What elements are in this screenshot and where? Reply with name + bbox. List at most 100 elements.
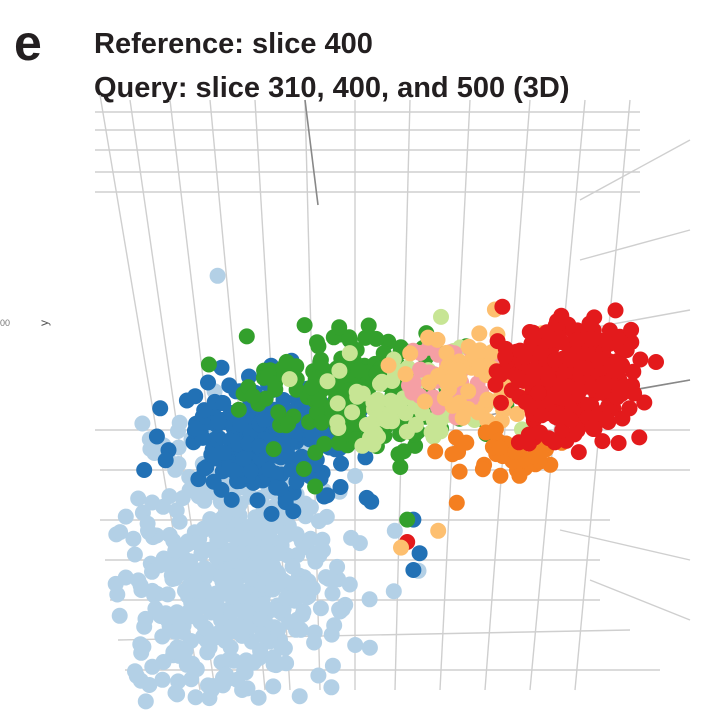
scatter-point-cluster-7: [595, 375, 612, 392]
scatter-point-cluster-0: [167, 623, 184, 640]
scatter-point-cluster-0: [229, 671, 246, 688]
scatter-point-cluster-7: [569, 380, 586, 397]
scatter-point-cluster-0: [171, 414, 188, 431]
scatter-point-cluster-0: [180, 608, 197, 625]
scatter-point-cluster-0: [199, 644, 216, 661]
scatter-point-cluster-0: [154, 671, 171, 688]
scatter-point-cluster-6: [427, 443, 444, 460]
scatter-point-cluster-0: [252, 642, 269, 659]
scatter-point-cluster-7: [516, 349, 533, 366]
scatter-point-cluster-0: [324, 657, 341, 674]
scatter-point-cluster-2: [312, 354, 329, 371]
scatter-point-outlier: [386, 522, 403, 539]
scatter-point-cluster-5: [402, 345, 419, 362]
scatter-point-cluster-1: [136, 462, 153, 478]
scatter-point-cluster-0: [154, 628, 171, 645]
grid-line: [579, 139, 691, 201]
scatter-point-cluster-1: [261, 461, 278, 478]
scatter-point-cluster-1: [332, 479, 349, 495]
scatter-point-cluster-7: [614, 357, 631, 374]
scatter-point-cluster-0: [209, 548, 226, 565]
scatter-point-cluster-7: [632, 351, 649, 368]
scatter-point-cluster-7: [533, 344, 550, 361]
scatter-point-cluster-0: [332, 603, 349, 620]
scatter-point-cluster-3: [369, 391, 386, 408]
scatter-point-cluster-5: [430, 367, 447, 384]
scatter-point-cluster-0: [296, 579, 313, 596]
scatter-point-cluster-0: [136, 618, 153, 635]
scatter-point-cluster-6: [458, 434, 475, 451]
scatter-point-cluster-6: [492, 467, 509, 484]
scatter-point-cluster-0: [209, 267, 226, 284]
scatter-point-cluster-0: [276, 640, 293, 657]
scatter-point-cluster-2: [288, 358, 305, 375]
grid-line: [579, 229, 691, 261]
scatter-point-cluster-0: [147, 600, 164, 617]
scatter-point-cluster-0: [291, 688, 308, 705]
scatter-point-cluster-2: [350, 362, 367, 379]
scatter-point-cluster-0: [265, 656, 282, 673]
scatter-point-cluster-1: [250, 438, 267, 454]
scatter-point-cluster-0: [265, 678, 282, 695]
scatter-point-cluster-2: [313, 414, 330, 431]
scatter-point-cluster-2: [303, 379, 320, 396]
scatter-point-cluster-7: [584, 419, 601, 436]
scatter-point-cluster-0: [385, 583, 402, 600]
scatter-point-cluster-5: [454, 409, 471, 426]
scatter-point-cluster-0: [169, 686, 186, 703]
scatter-point-cluster-0: [297, 495, 314, 512]
scatter-point-cluster-2: [270, 404, 287, 421]
chart-title-line-1: Reference: slice 400: [94, 28, 373, 60]
scatter-point-cluster-1: [215, 444, 232, 461]
scatter-point-cluster-2: [368, 330, 385, 347]
scatter-point-cluster-0: [230, 617, 247, 634]
scatter-point-cluster-1: [200, 374, 216, 391]
scatter-point-cluster-7: [626, 385, 643, 402]
scatter-point-cluster-0: [112, 524, 129, 541]
scatter-point-cluster-0: [242, 570, 259, 587]
scatter-point-cluster-1: [242, 463, 259, 479]
scatter-point-cluster-0: [306, 634, 323, 651]
scatter-point-cluster-2: [238, 328, 255, 345]
scatter-point-cluster-7: [497, 348, 514, 365]
scatter-point-cluster-0: [310, 667, 327, 684]
scatter-point-cluster-7: [509, 369, 526, 386]
scatter-point-outlier: [405, 562, 422, 578]
scatter-point-cluster-0: [174, 490, 191, 507]
scatter-point-cluster-1: [288, 473, 305, 490]
scatter-point-cluster-0: [216, 625, 233, 642]
scatter-point-cluster-0: [195, 581, 212, 598]
scatter-point-cluster-5: [397, 366, 414, 383]
scatter-point-cluster-0: [167, 542, 184, 559]
scatter-point-cluster-3: [433, 308, 449, 325]
scatter-point-cluster-0: [261, 529, 278, 546]
scatter-point-outlier: [430, 522, 447, 539]
scatter-point-cluster-0: [161, 527, 178, 543]
scatter-points: [107, 267, 664, 710]
scatter-point-cluster-0: [249, 545, 265, 562]
scatter-point-cluster-0: [187, 534, 204, 551]
scatter-point-cluster-5: [438, 344, 455, 361]
scatter-point-cluster-5: [460, 383, 477, 400]
scatter-point-cluster-0: [196, 619, 213, 636]
scatter-point-cluster-2: [311, 392, 328, 408]
scatter-point-cluster-1: [235, 450, 252, 467]
scatter-point-cluster-0: [250, 689, 267, 706]
scatter-point-cluster-7: [533, 407, 550, 424]
scatter-point-cluster-0: [182, 553, 198, 570]
scatter-point-cluster-0: [245, 654, 262, 671]
scatter-point-cluster-7: [492, 366, 509, 383]
scatter-point-cluster-0: [274, 572, 291, 589]
scatter-point-cluster-0: [183, 671, 200, 688]
scatter-point-cluster-2: [307, 478, 324, 495]
scatter-point-cluster-0: [195, 520, 212, 537]
scatter-point-cluster-7: [569, 331, 586, 348]
scatter-point-cluster-1: [157, 452, 174, 469]
scatter-point-cluster-3: [364, 415, 381, 432]
scatter-point-cluster-6: [491, 439, 508, 456]
scatter-point-cluster-0: [302, 530, 319, 547]
scatter-point-cluster-0: [323, 679, 340, 696]
axis-tick-label: 00: [0, 318, 11, 328]
scatter-point-cluster-0: [196, 560, 213, 577]
scatter-point-cluster-0: [137, 693, 154, 710]
